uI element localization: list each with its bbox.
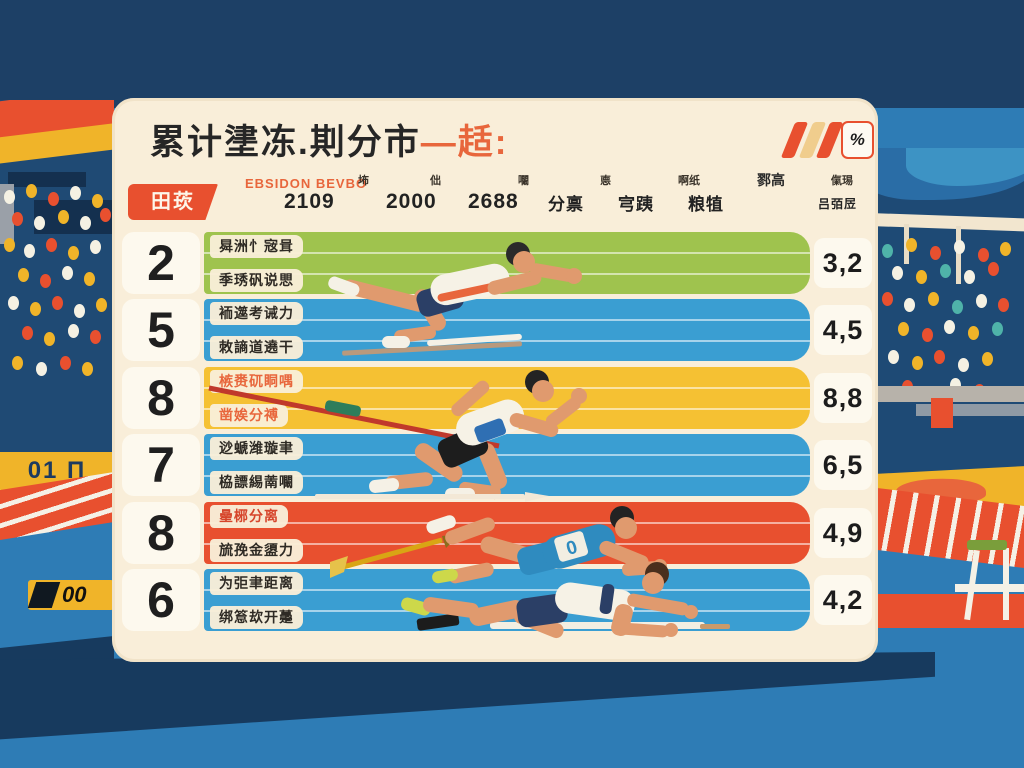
card-shadow <box>0 652 935 740</box>
scoreboard-card: 累计堻冻.剘分市—趏: % 田莰 EBSIDON BEVBO 㘵 㑁 㘚 㥁 啊… <box>112 98 878 662</box>
rank-chip: 8 <box>122 502 200 564</box>
row-value: 3,2 <box>822 247 864 278</box>
value-chip: 6,5 <box>814 440 872 490</box>
bar-row-6 <box>204 569 810 631</box>
header-column: 粮犆 <box>688 195 724 214</box>
header-column: 2688 <box>468 190 519 213</box>
crawling-athlete-illustration <box>401 562 730 639</box>
table-row: 7 逤螔潍璇聿 栛謤緆萳㘚 6,5 <box>112 434 878 496</box>
value-chip: 4,2 <box>814 575 872 625</box>
percent-badge: % <box>780 120 874 160</box>
table-row: 8 曐㭨分离 旈㝃金盨力 4,9 <box>112 502 878 564</box>
diver-body: 0 <box>426 506 667 584</box>
stand-top <box>967 540 1007 550</box>
row-label: 曐㭨分离 <box>210 505 288 528</box>
header-column: 宆跠 <box>618 195 654 214</box>
right-stand-fascia <box>876 213 1024 232</box>
rank-chip: 6 <box>122 569 200 631</box>
rank-value: 7 <box>147 437 175 493</box>
right-stand-pole <box>956 226 961 284</box>
row-label: 绑䈚㰦开𧄌 <box>210 606 303 629</box>
rank-chip: 2 <box>122 232 200 294</box>
finish-pole <box>315 492 549 502</box>
header-small-label: 啊纸 <box>678 175 700 187</box>
header-small-label: 㘚 <box>518 175 529 187</box>
row-value: 4,5 <box>822 314 864 345</box>
left-stand-window <box>34 200 114 234</box>
high-jump-stand <box>955 540 1024 621</box>
left-stand-window <box>8 172 86 187</box>
rank-chip: 8 <box>122 367 200 429</box>
right-stand-bench <box>876 386 1024 402</box>
header-small-label: 㥁 <box>600 175 611 187</box>
right-grandstand <box>876 148 1024 488</box>
row-label: 季琇矾说愳 <box>210 269 303 292</box>
row-value: 4,2 <box>822 584 864 615</box>
row-label: 逤螔潍璇聿 <box>210 437 303 460</box>
row-label: 曻洲忄宼咠 <box>210 235 303 258</box>
header-column: 2109 <box>284 190 335 213</box>
right-orange-band <box>876 594 1024 628</box>
rank-value: 2 <box>147 235 175 291</box>
header-column: 2000 <box>386 190 437 213</box>
hurdler-body <box>328 242 582 348</box>
row-label: 为弡聿距离 <box>210 572 303 595</box>
row-value: 8,8 <box>822 382 864 413</box>
header-eyebrow: EBSIDON BEVBO <box>245 176 368 191</box>
value-chip: 4,9 <box>814 508 872 558</box>
sky-band <box>0 0 1024 108</box>
row-label: 凿娭分禣 <box>210 404 288 427</box>
table-row: 2 曻洲忄宼咠 季琇矾说愳 3,2 <box>112 232 878 294</box>
rank-value: 8 <box>147 505 175 561</box>
rank-value: 6 <box>147 572 175 628</box>
row-label: 旈㝃金盨力 <box>210 539 303 562</box>
table-row: 5 袻遾考诫力 敇謪道遶干 4,5 <box>112 299 878 361</box>
rank-chip: 5 <box>122 299 200 361</box>
row-label: 槉赉矹眮喁 <box>210 370 303 393</box>
card-title: 累计堻冻.剘分市—趏: <box>150 114 508 165</box>
left-crowd-dots <box>4 190 15 204</box>
runner-body <box>369 370 587 500</box>
header-column: 分禀 <box>548 195 584 214</box>
value-chip: 3,2 <box>814 238 872 288</box>
value-chip: 4,5 <box>814 305 872 355</box>
header-small-label: 㘵 <box>358 175 369 187</box>
rank-chip: 7 <box>122 434 200 496</box>
header-small-label: 㑁 <box>430 175 441 187</box>
row-label: 栛謤緆萳㘚 <box>210 471 303 494</box>
crawler-body <box>401 562 698 639</box>
rank-value: 5 <box>147 302 175 358</box>
value-chip: 8,8 <box>814 373 872 423</box>
right-stand-roof <box>906 148 1024 186</box>
left-grandstand <box>0 100 114 460</box>
row-value: 4,9 <box>822 517 864 548</box>
javelin-runner-illustration <box>208 370 587 502</box>
lane-marker-00: 00 <box>28 580 114 610</box>
row-value: 6,5 <box>822 449 864 480</box>
right-stand-pole <box>904 224 909 264</box>
row-label: 袻遾考诫力 <box>210 302 303 325</box>
bar-row-4 <box>204 434 810 496</box>
header-small-label: 㑶㻛 <box>831 175 853 187</box>
hurdler-athlete-illustration <box>328 242 582 356</box>
title-accent: —趏: <box>420 123 509 162</box>
right-stand-seat <box>931 398 953 428</box>
rank-value: 8 <box>147 370 175 426</box>
stand-bar <box>955 584 1024 592</box>
diving-athlete-illustration: 0 <box>330 506 667 584</box>
header-small-label: 鄝高 <box>757 172 785 188</box>
table-row: 6 为弡聿距离 绑䈚㰦开𧄌 4,2 <box>112 569 878 631</box>
percent-icon: % <box>840 121 874 159</box>
bar-row-2 <box>204 299 810 361</box>
hurdle <box>342 333 522 356</box>
category-tag: 田莰 <box>128 184 218 220</box>
header-column: 吕㢶㞐 <box>818 197 858 211</box>
title-text: 累计堻冻.剘分市 <box>150 123 421 162</box>
row-label: 敇謪道遶干 <box>210 336 303 359</box>
right-crowd-dots <box>882 244 893 258</box>
